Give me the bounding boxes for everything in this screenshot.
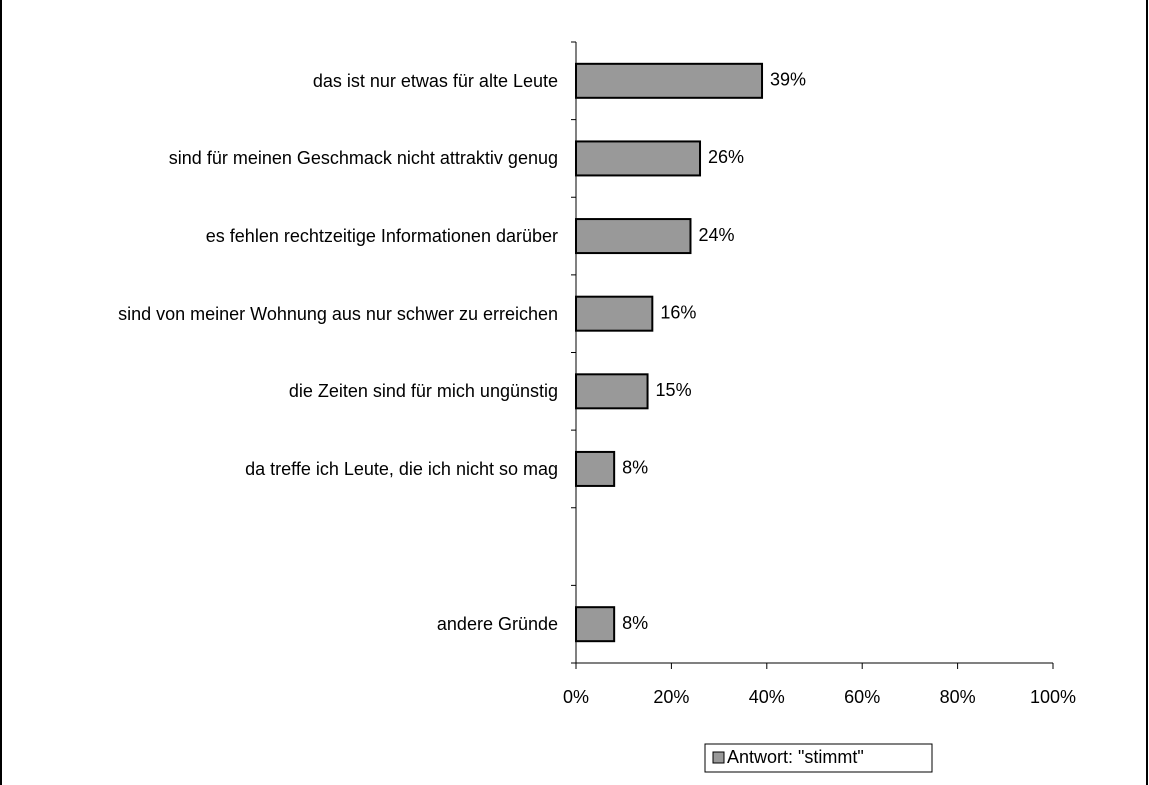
legend-swatch: [712, 751, 725, 764]
bar: [575, 450, 616, 487]
legend-label: Antwort: "stimmt": [727, 747, 864, 767]
bar: [575, 606, 616, 643]
y-tick-label: sind für meinen Geschmack nicht attrakti…: [168, 148, 558, 169]
y-tick-label: da treffe ich Leute, die ich nicht so ma…: [245, 458, 558, 479]
y-tick-label: andere Gründe: [436, 614, 558, 635]
x-tick-label: 80%: [940, 687, 976, 707]
x-tick-label: 40%: [749, 687, 785, 707]
bar: [575, 295, 654, 332]
bar: [575, 140, 702, 177]
x-tick-label: 100%: [1030, 687, 1076, 707]
y-tick-label: die Zeiten sind für mich ungünstig: [288, 381, 558, 402]
value-label: 26%: [708, 147, 744, 167]
bar: [575, 62, 764, 99]
y-tick-label: sind von meiner Wohnung aus nur schwer z…: [118, 303, 558, 324]
value-label: 16%: [660, 302, 696, 322]
value-label: 39%: [770, 70, 806, 90]
y-tick-label: das ist nur etwas für alte Leute: [312, 70, 558, 91]
bar: [575, 218, 692, 255]
legend-box: [704, 743, 933, 773]
x-tick-label: 0%: [563, 687, 589, 707]
bar: [575, 373, 649, 410]
x-tick-label: 20%: [653, 687, 689, 707]
x-tick-label: 60%: [844, 687, 880, 707]
y-tick-label: es fehlen rechtzeitige Informationen dar…: [205, 226, 558, 247]
value-label: 15%: [656, 380, 692, 400]
value-label: 8%: [622, 613, 648, 633]
value-label: 24%: [698, 225, 734, 245]
value-label: 8%: [622, 458, 648, 478]
